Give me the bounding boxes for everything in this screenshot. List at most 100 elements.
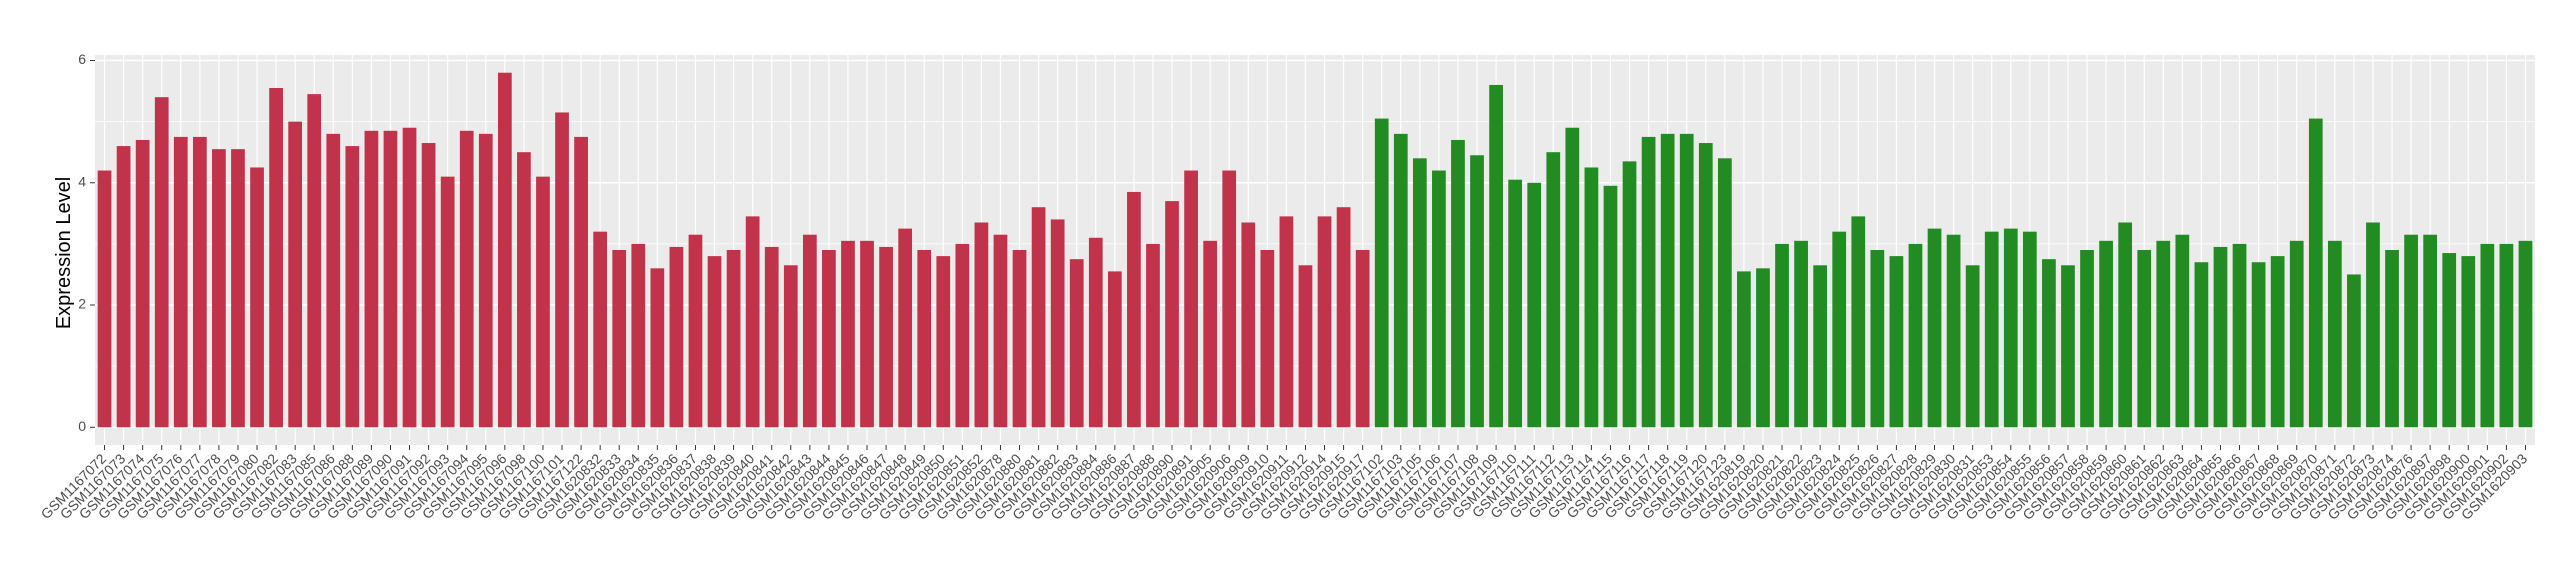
bar (802, 234, 817, 428)
bar (1965, 265, 1980, 428)
bar (1451, 139, 1465, 428)
bar (1908, 243, 1923, 428)
bar (1317, 216, 1332, 428)
bar (1698, 143, 1713, 428)
bar (2042, 259, 2056, 428)
bar (707, 256, 722, 428)
bar (1241, 222, 1256, 428)
bar (1260, 250, 1275, 428)
bar (1298, 265, 1313, 428)
bar (936, 256, 951, 428)
bar (173, 136, 188, 428)
bar (2194, 262, 2209, 428)
bar (2423, 234, 2438, 428)
bar (2442, 253, 2457, 428)
bar (421, 143, 436, 428)
bar (1546, 152, 1561, 428)
bar (1756, 268, 1770, 428)
bar (1355, 250, 1370, 428)
bar (2022, 231, 2037, 428)
bar (574, 136, 588, 428)
bar (1927, 228, 1942, 428)
bar (478, 133, 493, 428)
bar (2480, 243, 2495, 428)
bar (1069, 259, 1084, 428)
bar (2270, 256, 2285, 428)
bar (1165, 201, 1179, 428)
bar (1584, 167, 1599, 428)
bar (898, 228, 913, 428)
bar (2156, 240, 2171, 428)
bar (288, 121, 303, 428)
bar (1889, 256, 1904, 428)
bar (1832, 231, 1847, 428)
y-tick-label: 0 (78, 418, 86, 434)
bar (1336, 207, 1351, 428)
bar (1737, 271, 1751, 428)
bar (2118, 222, 2133, 428)
bar (822, 250, 836, 428)
bar (2404, 234, 2418, 428)
bar (2003, 228, 2018, 428)
bar (2137, 250, 2152, 428)
bar (1184, 170, 1198, 428)
bar (1660, 133, 1675, 428)
bar (1489, 84, 1503, 428)
bar (2061, 265, 2075, 428)
bar (1279, 216, 1294, 428)
bar (1641, 136, 1656, 428)
bar (2461, 256, 2476, 428)
bar (2518, 240, 2533, 428)
bar (1984, 231, 1999, 428)
bar (917, 250, 932, 428)
bar (1717, 158, 1732, 428)
bar (612, 250, 627, 428)
bar (1851, 216, 1866, 428)
bar (1622, 161, 1637, 428)
bar (1527, 182, 1542, 428)
bar (2175, 234, 2190, 428)
bar (97, 170, 112, 428)
bar (955, 243, 970, 428)
bar (1012, 250, 1027, 428)
bar (593, 231, 608, 428)
bar (783, 265, 798, 428)
bar (536, 176, 550, 428)
bar (2213, 246, 2228, 428)
bar (231, 149, 245, 428)
bar (860, 240, 874, 428)
bar (1088, 237, 1103, 428)
bar (402, 127, 417, 428)
bar (269, 88, 283, 428)
y-axis-title: Expression Level (53, 177, 75, 329)
bar (1775, 243, 1789, 428)
bar (631, 243, 646, 428)
bar (1870, 250, 1885, 428)
bar (212, 149, 226, 428)
bar (135, 139, 150, 428)
bar (1203, 240, 1218, 428)
y-tick-label: 4 (78, 173, 86, 189)
bar (154, 97, 169, 428)
bar (1412, 158, 1427, 428)
bar (2232, 243, 2247, 428)
bar (2327, 240, 2342, 428)
bar (383, 130, 398, 428)
bar (2289, 240, 2304, 428)
bar (2080, 250, 2094, 428)
bar (1031, 207, 1046, 428)
y-tick-label: 2 (78, 296, 86, 312)
bar (1374, 118, 1389, 428)
bar (2366, 222, 2380, 428)
bar (1794, 240, 1808, 428)
bar (726, 250, 741, 428)
bar (326, 133, 341, 428)
bar (1432, 170, 1446, 428)
bar (1107, 271, 1122, 428)
bar (250, 167, 264, 428)
bar (669, 246, 684, 428)
bar (497, 72, 512, 428)
bar (1813, 265, 1828, 428)
